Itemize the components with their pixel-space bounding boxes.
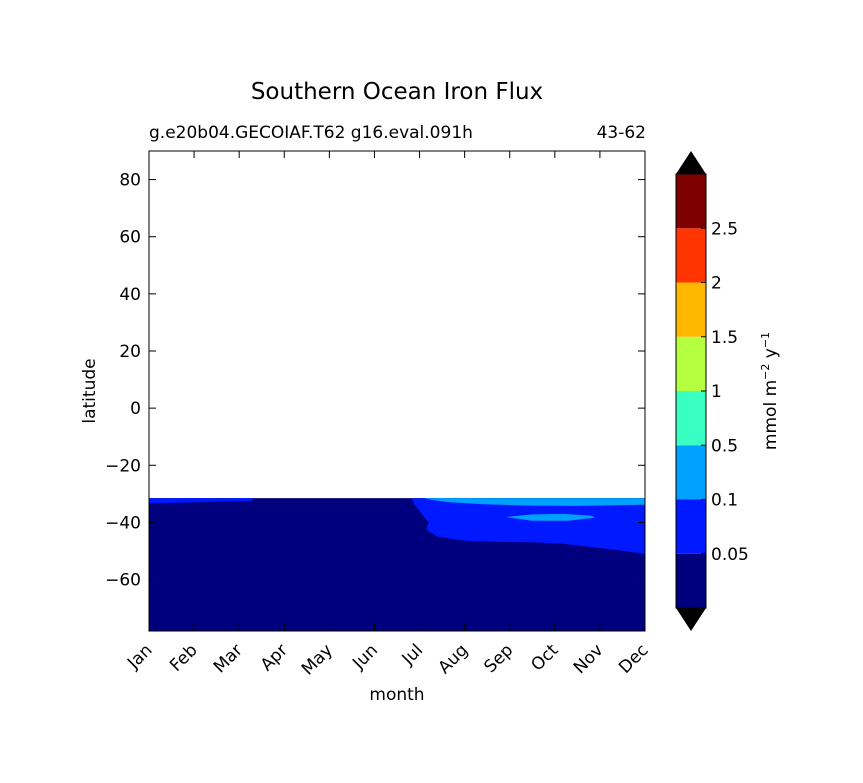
chart-subtitle-left: g.e20b04.GECOIAF.T62 g16.eval.091h xyxy=(149,123,473,143)
x-tick-label: Jan xyxy=(123,640,156,673)
contour-region-0 xyxy=(149,498,253,504)
x-axis-label: month xyxy=(369,685,424,705)
colorbar-segment xyxy=(676,391,706,446)
colorbar-segment xyxy=(676,553,706,608)
x-tick-label: Sep xyxy=(480,640,517,677)
contour-region-3 xyxy=(505,513,596,521)
colorbar-label-mid: y xyxy=(761,348,781,363)
x-tick-label: Jun xyxy=(348,640,382,674)
y-tick-label: 40 xyxy=(119,285,141,305)
colorbar-segment xyxy=(676,282,706,337)
colorbar-segment xyxy=(676,336,706,391)
colorbar-tick-label: 0.5 xyxy=(711,436,738,456)
colorbar-tick-label: 0.1 xyxy=(711,491,738,511)
y-tick-label: 20 xyxy=(119,342,141,362)
colorbar-tick-label: 2.5 xyxy=(711,219,738,239)
colorbar-tick-label: 1.5 xyxy=(711,328,738,348)
y-axis-label: latitude xyxy=(80,358,100,423)
field-layer xyxy=(149,498,645,631)
y-tick-label: 60 xyxy=(119,228,141,248)
colorbar-segment xyxy=(676,174,706,229)
y-tick-label: −40 xyxy=(105,513,141,533)
plot-frame xyxy=(148,150,646,632)
y-axis: 80 60 40 20 0 −20 −40 −60 xyxy=(105,171,645,591)
colorbar-tick-label: 2 xyxy=(711,274,722,294)
colorbar-label-unit: mmol m xyxy=(761,380,781,450)
colorbar-segment xyxy=(676,228,706,283)
y-tick-label: 0 xyxy=(130,399,141,419)
colorbar-tick-label: 1 xyxy=(711,382,722,402)
x-tick-label: Nov xyxy=(570,640,608,678)
colorbar-segment xyxy=(676,499,706,554)
chart-subtitle-right: 43-62 xyxy=(597,123,646,143)
contour-region-1 xyxy=(410,498,645,554)
colorbar-extend-under xyxy=(676,608,706,631)
contour-region-2 xyxy=(424,498,645,506)
y-tick-label: −20 xyxy=(105,456,141,476)
colorbar-label-exp1: −2 xyxy=(759,364,772,380)
x-tick-label: Apr xyxy=(257,640,292,675)
x-tick-label: Aug xyxy=(435,640,473,678)
y-tick-label: 80 xyxy=(119,171,141,191)
colorbar-label-exp2: −1 xyxy=(759,332,772,348)
colorbar-segment xyxy=(676,445,706,500)
y-tick-label: −60 xyxy=(105,571,141,591)
colorbar-label: mmol m−2 y−1 xyxy=(759,332,781,450)
x-tick-label: Feb xyxy=(166,640,201,675)
colorbar-tick-label: 0.05 xyxy=(711,545,749,565)
plot-area: 80 60 40 20 0 −20 −40 −60 Jan Feb Mar Apr May Jun Jul… xyxy=(105,150,653,679)
chart-title: Southern Ocean Iron Flux xyxy=(251,79,543,105)
x-tick-label: Jul xyxy=(398,640,427,669)
x-tick-label: Oct xyxy=(527,640,562,675)
x-tick-label: Mar xyxy=(210,640,247,677)
colorbar-extend-over xyxy=(676,151,706,174)
x-tick-label: May xyxy=(298,640,337,679)
x-tick-label: Dec xyxy=(615,640,652,677)
colorbar: 0.05 0.1 0.5 1 1.5 2 2.5 xyxy=(675,151,749,631)
